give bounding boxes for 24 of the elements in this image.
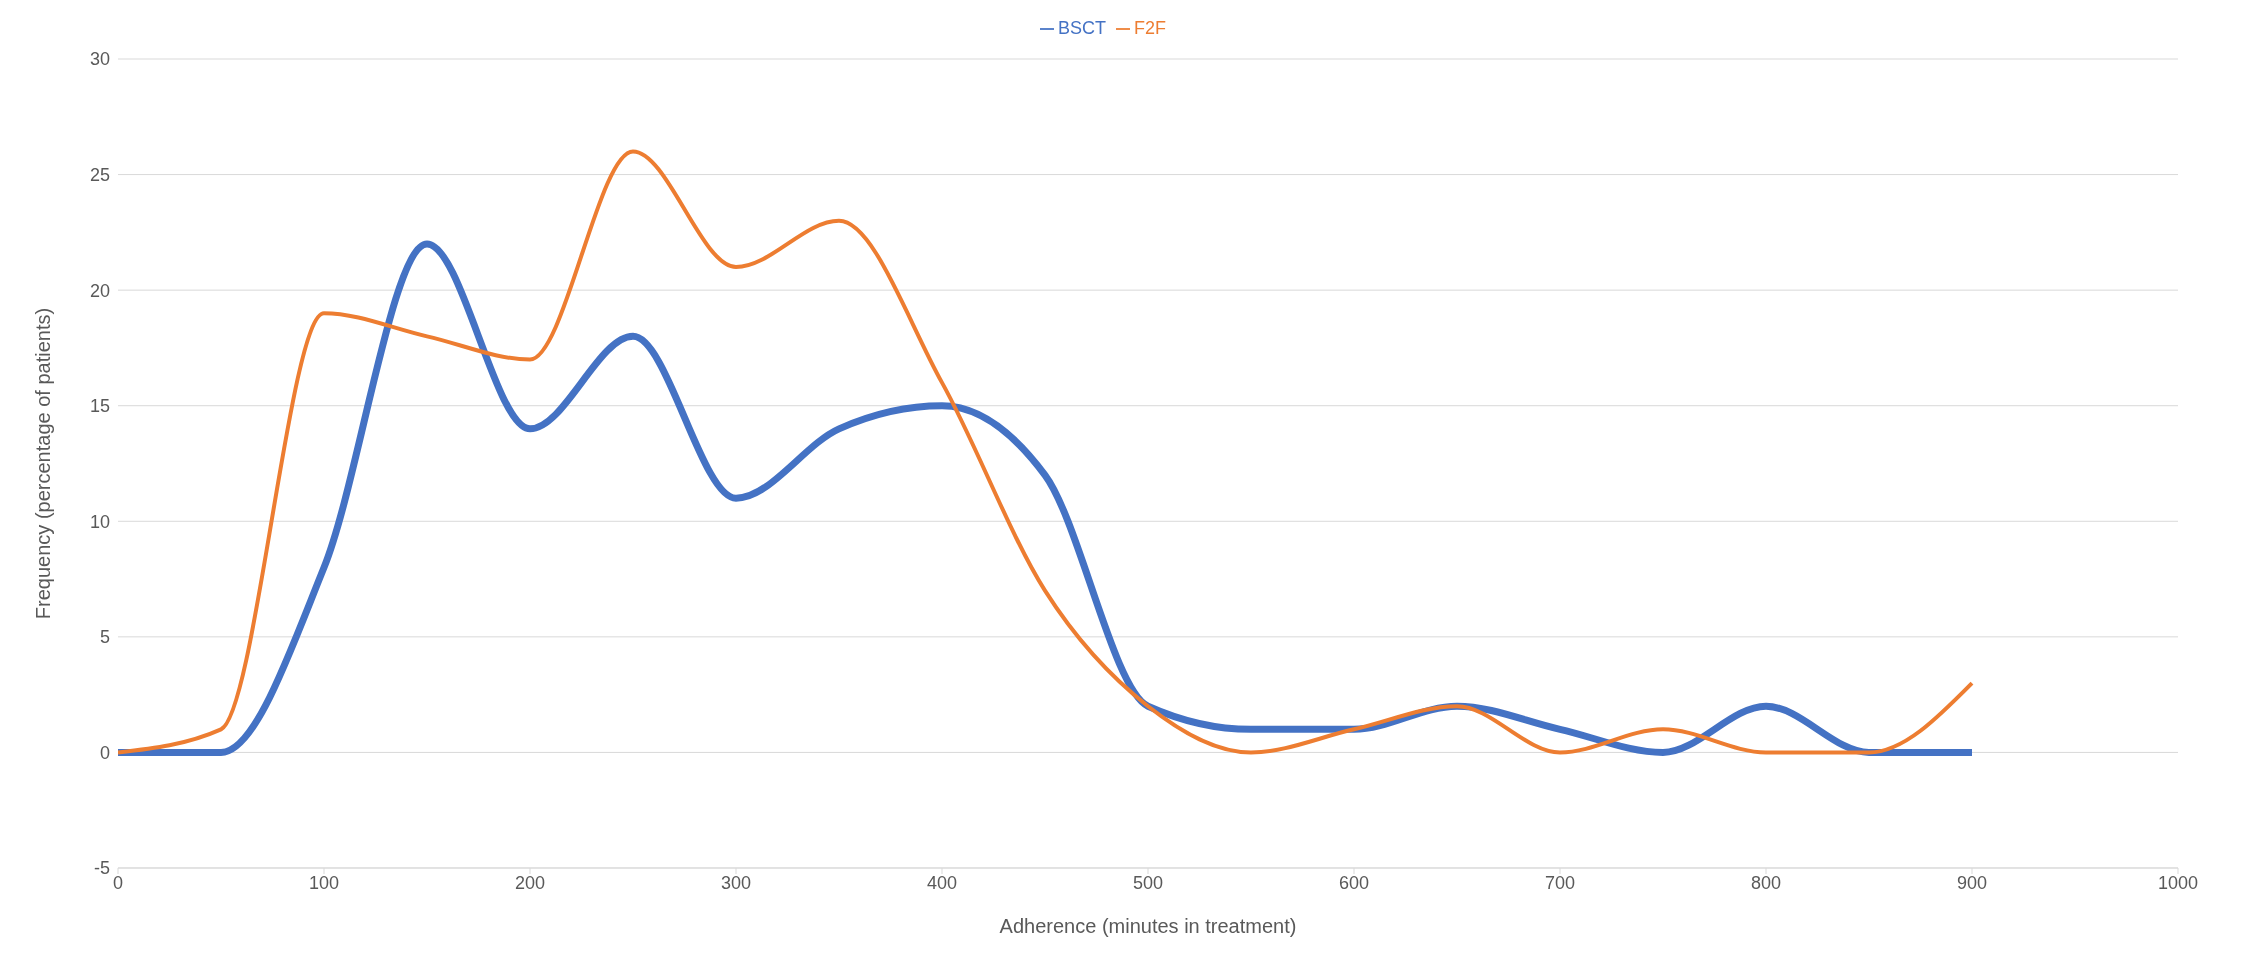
x-tick-label: 400 xyxy=(926,872,958,893)
x-tick-label: 200 xyxy=(514,872,546,893)
legend-label: F2F xyxy=(1134,18,1167,38)
x-tick-label: 1000 xyxy=(2157,872,2199,893)
x-tick-label: 800 xyxy=(1750,872,1782,893)
y-axis-title: Frequency (percentage of patients) xyxy=(32,307,55,620)
x-tick-label: 500 xyxy=(1132,872,1164,893)
x-axis-title: Adherence (minutes in treatment) xyxy=(999,915,1297,937)
x-tick-label: 300 xyxy=(720,872,752,893)
y-tick-label: 30 xyxy=(89,49,110,70)
y-tick-label: 15 xyxy=(89,396,110,417)
y-tick-label: 0 xyxy=(99,742,110,763)
legend-label: BSCT xyxy=(1057,18,1106,38)
x-tick-label: 900 xyxy=(1956,872,1988,893)
line-series xyxy=(118,149,1974,755)
y-tick-label: 5 xyxy=(99,627,110,648)
y-tick-label: 10 xyxy=(89,511,110,532)
x-tick-label: 600 xyxy=(1338,872,1370,893)
y-tick-label: 25 xyxy=(89,164,110,185)
y-tick-label: -5 xyxy=(93,858,110,879)
x-tick-label: 0 xyxy=(112,872,124,893)
x-tick-label: 100 xyxy=(308,872,340,893)
x-tick-label: 700 xyxy=(1544,872,1576,893)
y-tick-label: 20 xyxy=(89,280,110,301)
